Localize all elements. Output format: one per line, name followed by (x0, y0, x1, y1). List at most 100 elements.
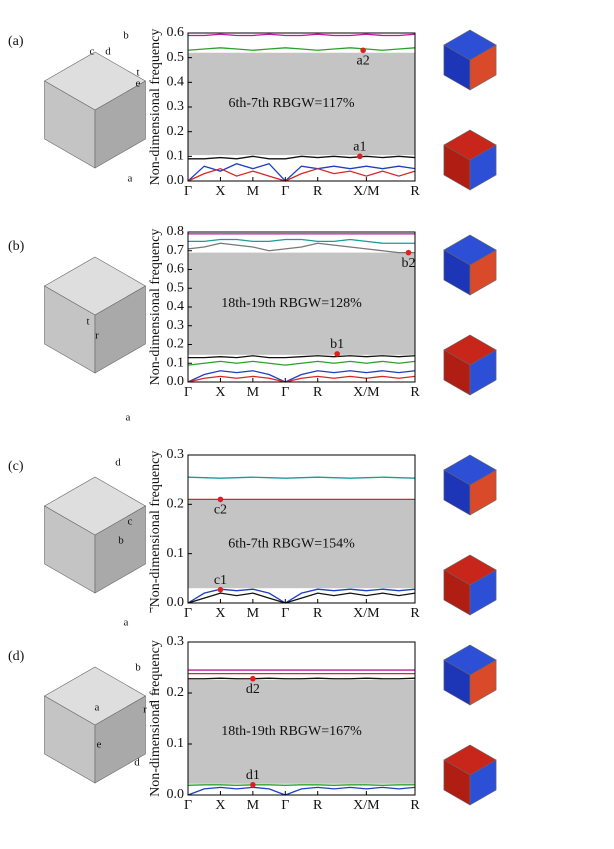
y-tick-label: 0.8 (167, 224, 185, 239)
y-tick-label: 0.3 (167, 634, 185, 649)
annotation-point (250, 782, 256, 788)
x-tick-label: Γ (281, 184, 289, 199)
x-tick-label: R (313, 385, 323, 400)
annotation-label: d2 (246, 682, 260, 697)
x-tick-label: Γ (184, 798, 192, 813)
mode-shape (469, 569, 497, 616)
structure-label: b (135, 662, 141, 674)
annotation-point (360, 47, 366, 54)
mode-shape (469, 249, 497, 296)
structure-shape (94, 285, 146, 374)
x-tick-label: X (215, 385, 225, 400)
gap-label: 18th-19th RBGW=167% (221, 724, 362, 739)
x-tick-label: R (410, 385, 420, 400)
annotation-point (357, 153, 363, 160)
annotation-point (217, 586, 224, 593)
mode-shape (469, 144, 497, 191)
y-tick-label: 0.3 (167, 99, 185, 114)
x-tick-label: X (215, 798, 225, 813)
band-line (187, 592, 416, 604)
structure-shape (94, 505, 146, 594)
x-tick-label: X/M (353, 606, 380, 621)
annotation-label: c1 (214, 573, 227, 588)
band-line (187, 162, 416, 182)
x-tick-label: Γ (281, 606, 289, 621)
band-line (187, 47, 416, 51)
y-tick-label: 0.1 (167, 546, 185, 561)
structure-label: a (126, 412, 131, 424)
y-tick-label: 0.7 (167, 243, 185, 258)
x-tick-label: Γ (281, 798, 289, 813)
structure-shape (94, 695, 146, 784)
y-tick-label: 0.6 (167, 262, 185, 277)
structure-label: e (97, 739, 102, 751)
structure-label: d (105, 46, 111, 58)
annotation-point (250, 675, 256, 682)
x-tick-label: R (313, 184, 323, 199)
y-axis-label: Non-dimensional frequency (148, 451, 163, 608)
structure-label: e (136, 78, 141, 90)
annotation-label: a1 (353, 140, 366, 155)
mode-shape (469, 349, 497, 396)
y-tick-label: 0.2 (167, 497, 185, 512)
y-tick-label: 0.2 (167, 124, 185, 139)
y-tick-label: 0.0 (167, 787, 185, 802)
structure-label: c (151, 698, 156, 710)
x-tick-label: R (313, 798, 323, 813)
annotation-point (217, 496, 224, 503)
y-tick-label: 0.4 (167, 299, 185, 314)
mode-shape (469, 44, 497, 91)
band-gap (188, 499, 415, 589)
annotation-label: d1 (246, 768, 260, 783)
x-tick-label: M (247, 606, 260, 621)
x-tick-label: X (215, 184, 225, 199)
annotation-label: a2 (357, 53, 370, 68)
band-line (187, 786, 416, 796)
mode-shape (469, 759, 497, 806)
y-tick-label: 0.3 (167, 318, 185, 333)
x-tick-label: M (247, 184, 260, 199)
annotation-label: c2 (214, 503, 227, 518)
structure-label: a (128, 173, 133, 185)
gap-label: 6th-7th RBGW=117% (229, 96, 355, 111)
panel-label: (a) (8, 34, 24, 49)
annotation-label: b1 (330, 337, 344, 352)
band-line (187, 370, 416, 383)
x-tick-label: R (313, 606, 323, 621)
band-line (187, 588, 416, 604)
y-tick-label: 0.1 (167, 736, 185, 751)
plot-frame (187, 641, 416, 796)
y-tick-label: 0.0 (167, 173, 185, 188)
annotation-point (405, 249, 412, 256)
y-tick-label: 0.6 (167, 25, 185, 40)
y-tick-label: 0.0 (167, 595, 185, 610)
x-tick-label: X (215, 606, 225, 621)
structure-label: a (95, 702, 100, 714)
band-line (187, 360, 416, 366)
y-tick-label: 0.2 (167, 685, 185, 700)
gap-label: 6th-7th RBGW=154% (228, 536, 355, 551)
y-tick-label: 0.4 (167, 75, 185, 90)
y-axis-label: Non-dimensional frequency (148, 29, 163, 186)
structure-label: d (134, 757, 140, 769)
structure-label: b (118, 535, 124, 547)
x-tick-label: Γ (184, 385, 192, 400)
structure-label: t (136, 67, 139, 79)
y-axis-label: Non-dimensional frequency (148, 640, 163, 797)
structure-label: r (149, 604, 153, 616)
y-tick-label: 0.5 (167, 280, 185, 295)
x-tick-label: X/M (353, 184, 380, 199)
panel-label: (b) (8, 239, 25, 254)
x-tick-label: M (247, 385, 260, 400)
structure-label: b (123, 30, 129, 42)
structure-label: a (124, 617, 129, 629)
x-tick-label: R (410, 798, 420, 813)
band-line (188, 238, 415, 244)
x-tick-label: X/M (353, 385, 380, 400)
band-line (188, 33, 416, 37)
structure-label: c (90, 46, 95, 58)
y-tick-label: 0.1 (167, 149, 185, 164)
y-tick-label: 0.5 (167, 50, 185, 65)
band-gap (188, 679, 415, 784)
